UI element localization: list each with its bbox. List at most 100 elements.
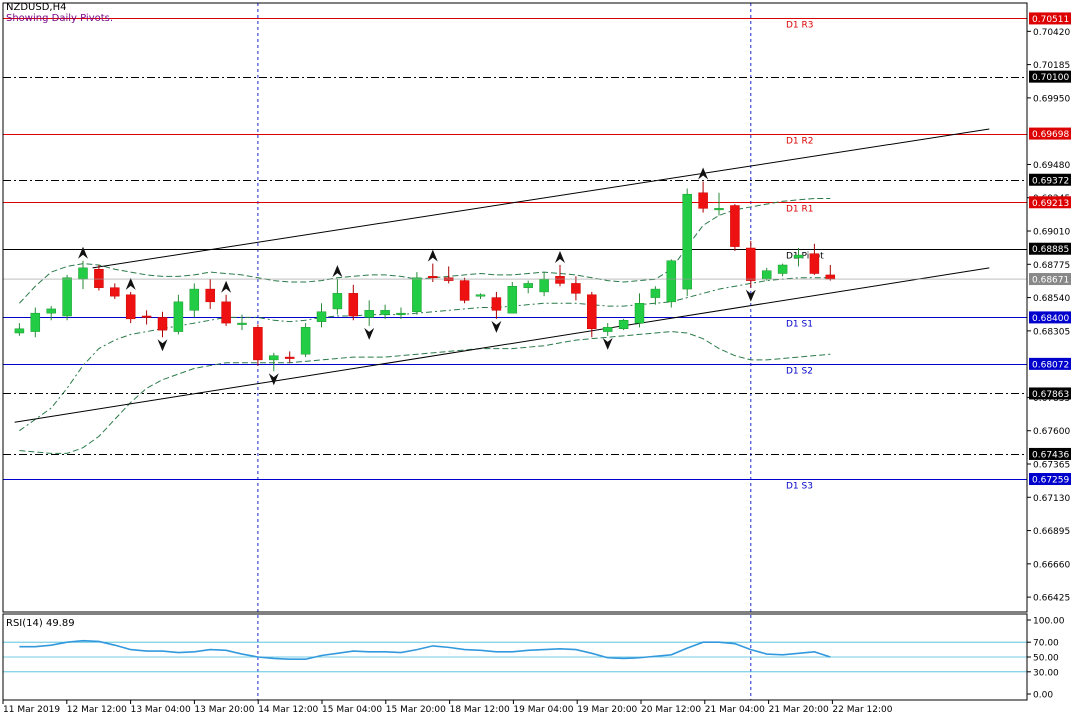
candle	[237, 314, 247, 331]
price-axis-label: 0.66660	[1033, 560, 1070, 570]
time-axis-label: 19 Mar 04:00	[513, 705, 573, 715]
candle	[618, 318, 629, 331]
price-tag-box	[1029, 127, 1071, 140]
fractal-down-arrow	[157, 339, 168, 352]
candle-body	[428, 276, 438, 279]
price-axis-label: 0.68540	[1033, 294, 1070, 304]
fractal-down-arrow	[745, 289, 756, 302]
rsi-label: RSI(14) 49.89	[6, 618, 75, 629]
candle	[571, 276, 581, 301]
candle	[714, 192, 724, 216]
time-axis-label: 14 Mar 12:00	[258, 705, 318, 715]
pivot-label: D1 S3	[786, 482, 813, 492]
candle	[666, 259, 677, 308]
price-axis-label: 0.69010	[1033, 228, 1070, 238]
price-tag-box	[1029, 357, 1071, 370]
candle	[634, 293, 645, 328]
candle	[300, 323, 311, 358]
price-axis-label: 0.68775	[1033, 261, 1070, 271]
price-axis-label: 0.70420	[1033, 28, 1070, 38]
candle-body	[650, 288, 661, 298]
time-axis-label: 13 Mar 04:00	[131, 705, 191, 715]
main-plot-layer: D1 R3 D1 R2 D1 R1 D1 Pivot D1 S1 D1 S2 D1 S3	[3, 3, 1027, 700]
candle-body	[491, 297, 502, 311]
price-axis-label: 0.66425	[1033, 594, 1070, 604]
price-tag-label: 0.69372	[1032, 176, 1069, 186]
candle-body	[730, 205, 740, 247]
time-axis-label: 20 Mar 12:00	[641, 705, 701, 715]
rsi-axis-label: 0.00	[1033, 691, 1053, 701]
price-tag-box	[1029, 447, 1071, 460]
price-tag-box	[1029, 311, 1071, 324]
chart-subtitle: Showing Daily Pivots.	[6, 13, 114, 24]
candle-body	[809, 253, 820, 274]
rsi-axis-label: 100.00	[1033, 617, 1065, 627]
candle-body	[14, 328, 25, 334]
candle-body	[555, 276, 565, 284]
candle	[141, 310, 152, 325]
pivot-label: D1 S1	[786, 320, 813, 330]
candle-body	[412, 277, 422, 312]
rsi-axis-label: 50.00	[1033, 654, 1059, 664]
candle-body	[714, 208, 724, 211]
candle-body	[698, 192, 708, 209]
fractal-down-arrow	[268, 373, 279, 386]
price-tag-box	[1029, 196, 1071, 209]
candle	[284, 351, 295, 363]
fractal-up-arrow	[698, 167, 709, 180]
price-tag-box	[1029, 12, 1071, 25]
fractal-up-arrow	[78, 246, 88, 259]
fractal-up-arrow	[427, 249, 438, 262]
time-axis-label: 15 Mar 20:00	[386, 705, 446, 715]
candle-body	[539, 278, 549, 293]
candle-body	[571, 283, 581, 294]
fractal-down-arrow	[491, 320, 502, 333]
candle	[412, 272, 422, 315]
candle	[507, 282, 518, 314]
price-axis-label: 0.67600	[1033, 427, 1070, 437]
price-tag-label: 0.68400	[1032, 314, 1069, 324]
price-axis-label: 0.68305	[1033, 327, 1070, 337]
envelope-mid-line	[19, 277, 831, 432]
candle	[380, 304, 390, 319]
price-tag-label: 0.70511	[1032, 15, 1069, 25]
rsi-line	[19, 639, 831, 661]
candle	[14, 323, 25, 336]
candle	[730, 204, 740, 251]
pivot-label: D1 R2	[786, 137, 814, 147]
candle-body	[221, 301, 231, 324]
price-axis-label: 0.70185	[1033, 61, 1070, 71]
price-axis-label: 0.66895	[1033, 527, 1070, 537]
pivot-label: D1 R1	[786, 205, 814, 215]
chart-title: NZDUSD,H4	[6, 2, 67, 13]
fractal-up-arrow	[555, 251, 565, 264]
price-tag-box	[1029, 70, 1071, 83]
candle	[316, 303, 327, 328]
current-price-tag-box	[1029, 273, 1071, 286]
candle	[682, 188, 692, 297]
candle	[125, 291, 136, 324]
candle-body	[746, 247, 756, 281]
price-tag-label: 0.67259	[1032, 476, 1069, 486]
price-tag-label: 0.69698	[1032, 130, 1069, 140]
candle-body	[396, 312, 406, 315]
candle	[94, 265, 104, 291]
candle-body	[825, 274, 836, 280]
candle	[205, 279, 215, 309]
rsi-axis-label: 30.00	[1033, 668, 1059, 678]
price-axis-label: 0.67365	[1033, 460, 1070, 470]
price-tag-box	[1029, 173, 1071, 186]
candle	[269, 352, 279, 372]
time-axis-label: 13 Mar 20:00	[194, 705, 254, 715]
candle	[30, 307, 41, 338]
main-plot-frame	[2, 2, 1028, 613]
candle-body	[46, 308, 56, 314]
pivot-label: D1 R3	[786, 21, 814, 31]
candle-body	[316, 311, 327, 322]
candle	[157, 311, 168, 338]
candle-body	[348, 293, 359, 317]
candle-body	[253, 327, 263, 361]
time-axis-label: 15 Mar 04:00	[322, 705, 382, 715]
